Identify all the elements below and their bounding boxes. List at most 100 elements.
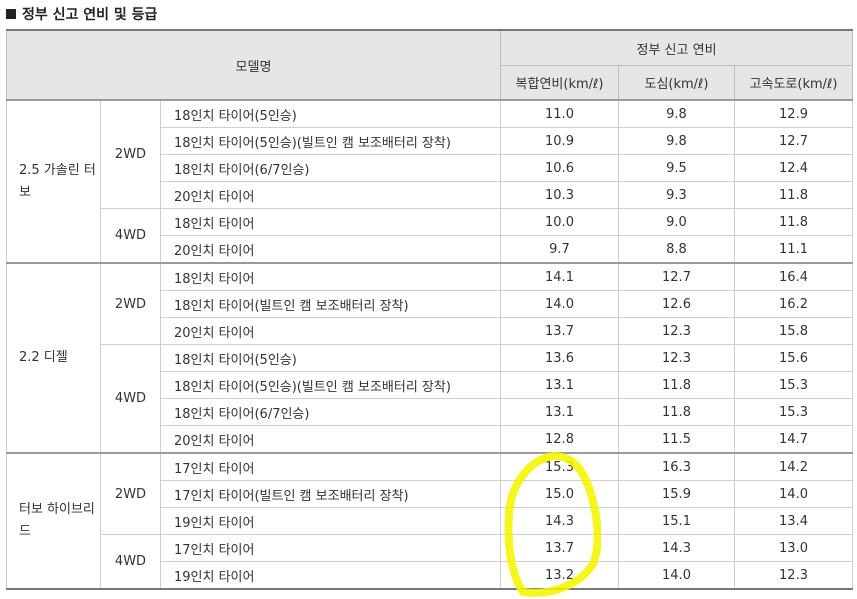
table-row: 4WD 17인치 타이어 13.7 14.3 13.0	[7, 534, 854, 590]
city-cell: 9.3	[618, 181, 735, 209]
tire-cell: 19인치 타이어	[160, 507, 501, 535]
city-cell: 9.8	[618, 127, 735, 155]
combined-cell: 10.9	[500, 127, 619, 155]
combined-cell: 9.7	[500, 235, 619, 264]
city-cell: 9.5	[618, 154, 735, 182]
highway-cell: 12.7	[733, 127, 854, 155]
table-row: 18인치 타이어(6/7인승) 13.1 11.8 15.3	[7, 398, 854, 426]
table-row: 18인치 타이어(6/7인승) 10.6 9.5 12.4	[7, 154, 854, 182]
combined-cell: 12.8	[500, 425, 619, 454]
highway-cell: 11.8	[733, 181, 854, 209]
combined-cell: 13.1	[500, 398, 619, 426]
city-cell: 14.0	[618, 561, 735, 590]
table-row: 20인치 타이어 9.7 8.8 11.1	[7, 235, 854, 264]
highway-cell: 11.8	[733, 208, 854, 236]
city-cell: 11.8	[618, 371, 735, 399]
tire-cell: 17인치 타이어	[160, 452, 501, 481]
drive-cell: 2WD	[100, 99, 161, 209]
tire-cell: 20인치 타이어	[160, 235, 501, 264]
model-name-header: 모델명	[6, 29, 501, 101]
highway-cell: 12.4	[733, 154, 854, 182]
tire-cell: 18인치 타이어	[160, 262, 501, 291]
table-row: 터보 하이브리드 2WD 17인치 타이어 15.3 16.3 14.2	[6, 452, 854, 590]
tire-cell: 20인치 타이어	[160, 425, 501, 454]
highway-cell: 16.4	[733, 262, 854, 291]
tire-cell: 18인치 타이어	[160, 208, 501, 236]
tire-cell: 18인치 타이어(5인승)(빌트인 캠 보조배터리 장착)	[160, 371, 501, 399]
combined-cell: 13.1	[500, 371, 619, 399]
city-cell: 11.8	[618, 398, 735, 426]
section-title-text: 정부 신고 연비 및 등급	[22, 7, 158, 23]
tire-cell: 18인치 타이어(6/7인승)	[160, 398, 501, 426]
tire-cell: 20인치 타이어	[160, 317, 501, 345]
city-cell: 11.5	[618, 425, 735, 454]
table-row: 4WD 18인치 타이어(5인승) 13.6 12.3 15.6	[7, 344, 854, 454]
city-efficiency-header: 도심(km/ℓ)	[618, 65, 735, 101]
highway-cell: 13.4	[733, 507, 854, 535]
drive-cell: 4WD	[100, 534, 161, 590]
highway-cell: 15.3	[733, 371, 854, 399]
combined-cell: 13.7	[500, 534, 619, 562]
highway-cell: 13.0	[733, 534, 854, 562]
table-row: 2.5 가솔린 터보 2WD 18인치 타이어(5인승) 11.0 9.8 12…	[6, 99, 854, 264]
drive-cell: 2WD	[100, 262, 161, 345]
city-cell: 14.3	[618, 534, 735, 562]
combined-cell: 10.3	[500, 181, 619, 209]
tire-cell: 18인치 타이어(5인승)	[160, 344, 501, 372]
city-cell: 15.1	[618, 507, 735, 535]
city-cell: 9.0	[618, 208, 735, 236]
tire-cell: 17인치 타이어(빌트인 캠 보조배터리 장착)	[160, 480, 501, 508]
city-cell: 12.3	[618, 344, 735, 372]
engine-cell: 터보 하이브리드	[6, 452, 101, 590]
city-cell: 16.3	[618, 452, 735, 481]
combined-cell: 14.3	[500, 507, 619, 535]
tire-cell: 18인치 타이어(5인승)(빌트인 캠 보조배터리 장착)	[160, 127, 501, 155]
highway-cell: 12.3	[733, 561, 854, 590]
city-cell: 9.8	[618, 99, 735, 128]
combined-cell: 14.1	[500, 262, 619, 291]
tire-cell: 19인치 타이어	[160, 561, 501, 590]
table-row: 2.2 디젤 2WD 18인치 타이어 14.1 12.7 16.4	[6, 262, 854, 454]
combined-efficiency-header: 복합연비(km/ℓ)	[500, 65, 619, 101]
highway-cell: 15.3	[733, 398, 854, 426]
table-row: 18인치 타이어(5인승)(빌트인 캠 보조배터리 장착) 13.1 11.8 …	[7, 371, 854, 399]
drive-cell: 4WD	[100, 344, 161, 454]
highway-cell: 15.8	[733, 317, 854, 345]
combined-cell: 15.0	[500, 480, 619, 508]
highway-cell: 15.6	[733, 344, 854, 372]
city-cell: 15.9	[618, 480, 735, 508]
combined-cell: 13.6	[500, 344, 619, 372]
drive-cell: 4WD	[100, 208, 161, 264]
tire-cell: 17인치 타이어	[160, 534, 501, 562]
highway-cell: 14.7	[733, 425, 854, 454]
table-row: 18인치 타이어(5인승)(빌트인 캠 보조배터리 장착) 10.9 9.8 1…	[7, 127, 854, 155]
table-row: 20인치 타이어 10.3 9.3 11.8	[7, 181, 854, 209]
tire-cell: 20인치 타이어	[160, 181, 501, 209]
tire-cell: 18인치 타이어(5인승)	[160, 99, 501, 128]
combined-cell: 13.7	[500, 317, 619, 345]
combined-cell: 11.0	[500, 99, 619, 128]
engine-cell: 2.5 가솔린 터보	[6, 99, 101, 264]
combined-cell: 15.3	[500, 452, 619, 481]
table-row: 20인치 타이어 13.7 12.3 15.8	[7, 317, 854, 345]
highway-efficiency-header: 고속도로(km/ℓ)	[733, 65, 854, 101]
city-cell: 12.3	[618, 317, 735, 345]
city-cell: 8.8	[618, 235, 735, 264]
highway-cell: 16.2	[733, 290, 854, 318]
section-title: 정부 신고 연비 및 등급	[6, 4, 157, 26]
table-row: 18인치 타이어(빌트인 캠 보조배터리 장착) 14.0 12.6 16.2	[7, 290, 854, 318]
fuel-efficiency-table: 모델명 정부 신고 연비 복합연비(km/ℓ) 도심(km/ℓ) 고속도로(km…	[6, 29, 854, 590]
highway-cell: 14.2	[733, 452, 854, 481]
engine-cell: 2.2 디젤	[6, 262, 101, 454]
combined-cell: 10.0	[500, 208, 619, 236]
highway-cell: 14.0	[733, 480, 854, 508]
square-bullet-icon	[6, 9, 16, 19]
combined-cell: 10.6	[500, 154, 619, 182]
combined-cell: 14.0	[500, 290, 619, 318]
tire-cell: 18인치 타이어(6/7인승)	[160, 154, 501, 182]
drive-cell: 2WD	[100, 452, 161, 535]
tire-cell: 18인치 타이어(빌트인 캠 보조배터리 장착)	[160, 290, 501, 318]
highway-cell: 11.1	[733, 235, 854, 264]
highway-cell: 12.9	[733, 99, 854, 128]
table-row: 4WD 18인치 타이어 10.0 9.0 11.8	[7, 208, 854, 264]
